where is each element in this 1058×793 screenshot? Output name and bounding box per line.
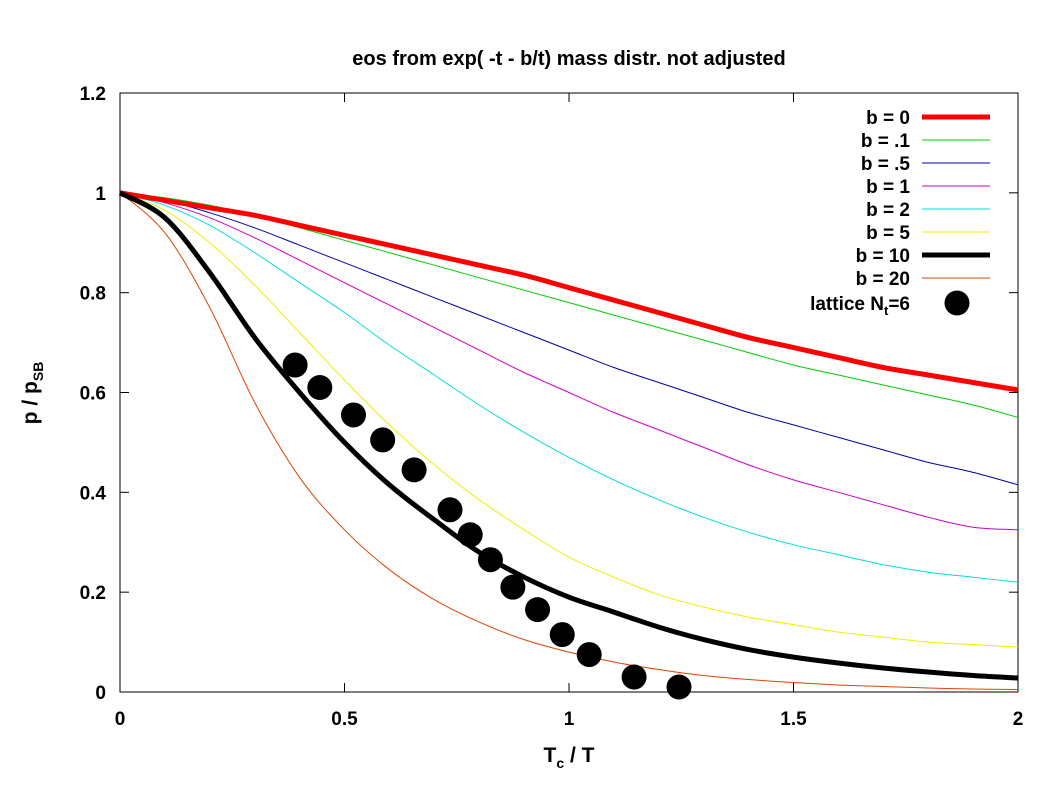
series-line — [119, 192, 1019, 486]
legend-label: b = .5 — [861, 154, 911, 175]
series-line — [119, 192, 1019, 648]
series-line — [119, 192, 1019, 531]
lattice-point — [549, 622, 575, 648]
y-tick-label: 0.2 — [80, 583, 106, 604]
x-tick-label: 1 — [564, 709, 575, 730]
legend-label: lattice Nt=6 — [810, 294, 910, 318]
y-axis-label: p / pSB — [19, 362, 46, 425]
y-tick-label: 1.2 — [80, 84, 106, 105]
lattice-point — [477, 547, 503, 573]
series-line — [119, 192, 1019, 690]
x-tick-label: 2 — [1013, 709, 1024, 730]
lattice-point — [525, 597, 551, 623]
legend-label: b = 5 — [866, 223, 910, 244]
lattice-point — [666, 674, 692, 700]
lattice-point — [282, 352, 308, 378]
y-tick-label: 0.4 — [80, 483, 107, 504]
chart-title: eos from exp( -t - b/t) mass distr. not … — [352, 48, 785, 70]
x-tick-label: 1.5 — [780, 709, 807, 730]
series-line — [119, 192, 1019, 583]
legend-swatch — [944, 290, 970, 316]
y-tick-label: 0.6 — [80, 384, 106, 405]
lattice-point — [576, 642, 602, 668]
lattice-point — [370, 427, 396, 453]
lattice-point — [500, 574, 526, 600]
lattice-points — [282, 352, 692, 700]
y-tick-label: 0.8 — [80, 284, 106, 305]
axis-ticks: 0 0.5 1 1.5 2 0 0.2 0.4 0.6 0.8 1 1.2 — [80, 84, 1024, 730]
series-line — [118, 190, 1019, 681]
lattice-point — [307, 375, 333, 401]
lattice-point — [621, 664, 647, 690]
legend-label: b = 1 — [866, 177, 910, 198]
legend-label: b = 0 — [866, 108, 910, 129]
y-tick-label: 0 — [95, 683, 106, 704]
y-tick-label: 1 — [95, 184, 106, 205]
x-tick-label: 0.5 — [331, 709, 358, 730]
legend-label: b = 10 — [856, 246, 910, 267]
legend-label: b = .1 — [861, 131, 911, 152]
lattice-point — [437, 497, 463, 523]
x-axis-label: Tc / T — [544, 744, 595, 771]
series-line — [119, 190, 1019, 393]
lattice-point — [401, 457, 427, 483]
legend-label: b = 2 — [866, 200, 910, 221]
legend-label: b = 20 — [856, 269, 910, 290]
series-lines — [118, 190, 1019, 690]
legend: b = 0b = .1b = .5b = 1b = 2b = 5b = 10b … — [810, 108, 990, 318]
lattice-point — [457, 522, 483, 548]
x-tick-label: 0 — [115, 709, 126, 730]
lattice-point — [340, 402, 366, 428]
